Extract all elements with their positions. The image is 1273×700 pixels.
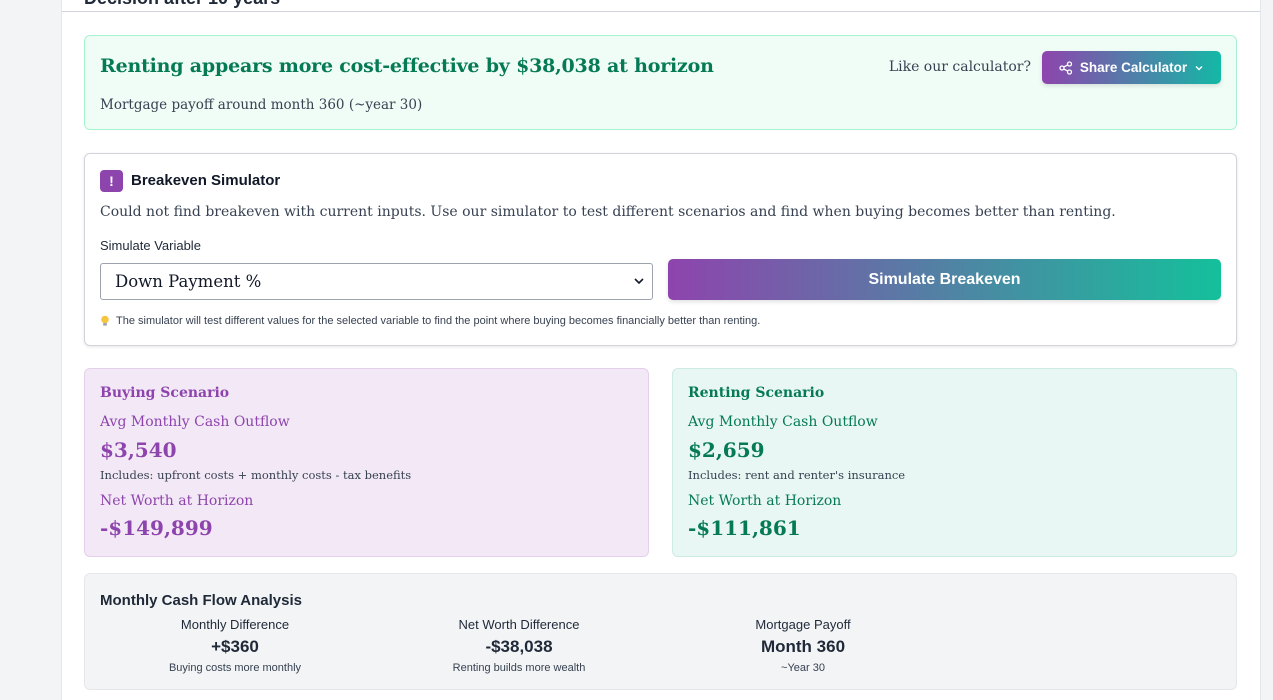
monthly-difference-stat: Monthly Difference +$360 Buying costs mo… bbox=[115, 617, 355, 674]
chevron-down-icon bbox=[1195, 65, 1203, 70]
simulator-note: The simulator will test different values… bbox=[100, 315, 760, 327]
stat-desc: Renting builds more wealth bbox=[452, 662, 586, 674]
stat-label: Monthly Difference bbox=[180, 617, 290, 632]
chevron-down-icon bbox=[634, 278, 644, 285]
buying-title: Buying Scenario bbox=[100, 385, 230, 401]
stat-label: Net Worth Difference bbox=[458, 617, 580, 632]
renting-networth-value: -$111,861 bbox=[688, 516, 801, 540]
simulate-breakeven-button[interactable]: Simulate Breakeven bbox=[668, 259, 1221, 300]
share-icon bbox=[1059, 60, 1072, 75]
renting-networth-label: Net Worth at Horizon bbox=[688, 493, 842, 509]
buying-avg-value: $3,540 bbox=[100, 438, 177, 462]
renting-scenario-card: Renting Scenario Avg Monthly Cash Outflo… bbox=[672, 368, 1237, 557]
stat-label: Mortgage Payoff bbox=[755, 617, 851, 632]
alert-icon: ! bbox=[100, 170, 123, 192]
simulator-note-text: The simulator will test different values… bbox=[116, 315, 761, 327]
simulator-description: Could not find breakeven with current in… bbox=[100, 204, 1116, 220]
cash-flow-title: Monthly Cash Flow Analysis bbox=[100, 592, 302, 609]
renting-avg-label: Avg Monthly Cash Outflow bbox=[688, 414, 878, 430]
net-worth-difference-stat: Net Worth Difference -$38,038 Renting bu… bbox=[399, 617, 639, 674]
renting-title: Renting Scenario bbox=[688, 385, 825, 401]
stat-desc: Buying costs more monthly bbox=[168, 662, 302, 674]
mortgage-payoff-stat: Mortgage Payoff Month 360 ~Year 30 bbox=[683, 617, 923, 674]
renting-avg-value: $2,659 bbox=[688, 438, 765, 462]
simulator-title: Breakeven Simulator bbox=[131, 172, 281, 189]
divider bbox=[62, 11, 1260, 12]
section-title: Decision after 10 years bbox=[84, 0, 280, 9]
share-button-label: Share Calculator bbox=[1079, 60, 1188, 75]
cash-flow-analysis: Monthly Cash Flow Analysis Monthly Diffe… bbox=[84, 573, 1237, 690]
simulate-variable-select[interactable]: Down Payment % bbox=[100, 263, 653, 300]
breakeven-simulator: ! Breakeven Simulator Could not find bre… bbox=[84, 153, 1237, 346]
buying-avg-label: Avg Monthly Cash Outflow bbox=[100, 414, 290, 430]
stat-value: Month 360 bbox=[760, 637, 846, 656]
buying-networth-value: -$149,899 bbox=[100, 516, 213, 540]
buying-includes: Includes: upfront costs + monthly costs … bbox=[100, 468, 412, 482]
stat-value: -$38,038 bbox=[485, 637, 553, 656]
decision-headline: Renting appears more cost-effective by $… bbox=[100, 55, 714, 77]
stat-desc: ~Year 30 bbox=[781, 662, 825, 674]
decision-banner: Renting appears more cost-effective by $… bbox=[84, 35, 1237, 130]
simulate-variable-label: Simulate Variable bbox=[100, 238, 201, 253]
renting-includes: Includes: rent and renter's insurance bbox=[688, 468, 906, 482]
lightbulb-icon bbox=[101, 315, 109, 326]
buying-networth-label: Net Worth at Horizon bbox=[100, 493, 254, 509]
like-text: Like our calculator? bbox=[888, 59, 1031, 75]
selected-variable: Down Payment % bbox=[115, 272, 262, 291]
stat-value: +$360 bbox=[211, 637, 259, 656]
buying-scenario-card: Buying Scenario Avg Monthly Cash Outflow… bbox=[84, 368, 649, 557]
share-calculator-button[interactable]: Share Calculator bbox=[1042, 51, 1221, 84]
decision-subtext: Mortgage payoff around month 360 (~year … bbox=[100, 97, 423, 113]
